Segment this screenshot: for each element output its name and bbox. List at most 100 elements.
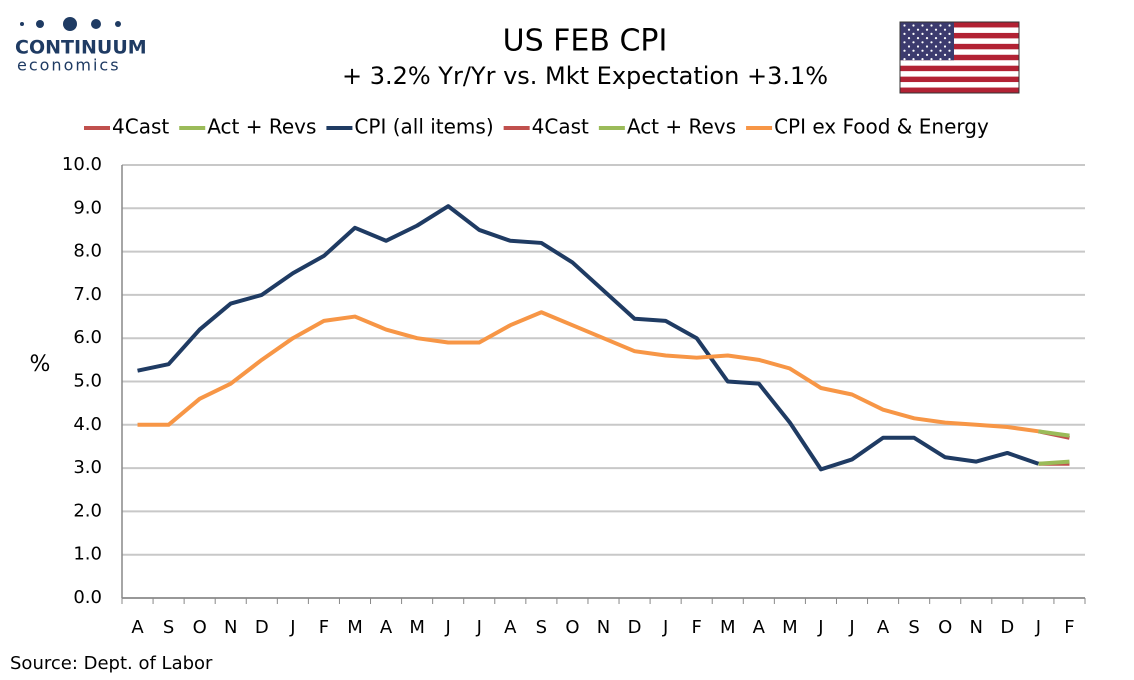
flag-star xyxy=(930,32,933,36)
flag-star xyxy=(943,53,947,57)
flag-stripe xyxy=(900,71,1019,77)
x-tick-label: M xyxy=(347,617,363,638)
x-tick-label: A xyxy=(131,617,144,638)
y-tick-label: 5.0 xyxy=(73,371,102,392)
flag-stripe xyxy=(900,87,1019,94)
logo-dot xyxy=(115,21,121,27)
y-tick-label: 10.0 xyxy=(62,154,102,175)
flag-star xyxy=(903,24,906,27)
flag-star xyxy=(943,37,947,40)
flag-star xyxy=(948,24,951,27)
series-line xyxy=(1038,459,1070,466)
logo-dot xyxy=(36,20,44,28)
series-line xyxy=(137,204,1040,472)
flag-stripe xyxy=(900,49,1019,56)
flag-star xyxy=(907,53,911,57)
x-tick-label: J xyxy=(1035,617,1041,638)
x-tick-label: O xyxy=(565,617,579,638)
logo-dot xyxy=(20,22,24,26)
x-tick-label: A xyxy=(753,617,766,638)
flag-star xyxy=(912,41,915,44)
y-tick-label: 0.0 xyxy=(73,587,102,608)
flag-star xyxy=(903,41,906,44)
flag-star xyxy=(916,37,920,40)
flag-stripe xyxy=(900,54,1019,61)
x-tick-label: S xyxy=(908,617,919,638)
y-tick-label: 6.0 xyxy=(73,327,102,348)
flag-star xyxy=(934,53,938,57)
x-tick-label: F xyxy=(1064,617,1074,638)
flag-star xyxy=(939,32,942,36)
x-tick-label: O xyxy=(938,617,952,638)
x-tick-label: O xyxy=(193,617,207,638)
flag-stripe xyxy=(900,27,1019,34)
flag-star xyxy=(921,41,924,44)
y-axis-label: % xyxy=(30,352,51,377)
flag-star xyxy=(916,45,920,48)
flag-star xyxy=(912,32,915,36)
legend-label: CPI ex Food & Energy xyxy=(774,115,989,139)
y-tick-label: 7.0 xyxy=(73,284,102,305)
logo-name: CONTINUUM xyxy=(15,37,147,59)
legend-label: 4Cast xyxy=(112,115,169,139)
flag-star xyxy=(939,49,942,52)
x-tick-label: M xyxy=(782,617,798,638)
chart-subtitle: + 3.2% Yr/Yr vs. Mkt Expectation +3.1% xyxy=(342,62,828,90)
flag-star xyxy=(948,41,951,44)
flag-star xyxy=(939,24,942,27)
flag-star xyxy=(903,58,906,61)
flag-star xyxy=(912,49,915,52)
x-tick-label: A xyxy=(380,617,393,638)
x-tick-label: A xyxy=(877,617,890,638)
flag-star xyxy=(921,32,924,36)
x-tick-label: J xyxy=(476,617,482,638)
x-tick-label: J xyxy=(445,617,451,638)
y-tick-label: 8.0 xyxy=(73,241,102,262)
flag-star xyxy=(943,45,947,48)
chart-title: US FEB CPI xyxy=(503,24,668,59)
flag-star xyxy=(939,41,942,44)
logo: CONTINUUM economics xyxy=(15,17,147,75)
x-tick-label: N xyxy=(597,617,610,638)
y-tick-label: 9.0 xyxy=(73,197,102,218)
legend-label: Act + Revs xyxy=(207,115,316,139)
flag-star xyxy=(907,28,911,31)
x-tick-label: N xyxy=(970,617,983,638)
flag-star xyxy=(912,24,915,27)
flag-star xyxy=(925,53,929,57)
flag-stripe xyxy=(900,76,1019,83)
x-tick-label: S xyxy=(163,617,174,638)
x-tick-label: M xyxy=(720,617,736,638)
legend-label: 4Cast xyxy=(532,115,589,139)
flag-star xyxy=(934,37,938,40)
logo-tagline: economics xyxy=(17,56,121,75)
flag-star xyxy=(921,58,924,61)
flag-star xyxy=(907,45,911,48)
flag-star xyxy=(930,24,933,27)
x-tick-label: F xyxy=(692,617,702,638)
flag-border xyxy=(899,21,1020,94)
x-tick-label: D xyxy=(255,617,269,638)
y-tick-label: 2.0 xyxy=(73,500,102,521)
flag-star xyxy=(925,37,929,40)
y-tick-label: 3.0 xyxy=(73,457,102,478)
flag-star xyxy=(903,32,906,36)
x-tick-label: F xyxy=(319,617,329,638)
legend-label: Act + Revs xyxy=(627,115,736,139)
y-tick-label: 1.0 xyxy=(73,544,102,565)
flag-star xyxy=(948,58,951,61)
flag-stripe xyxy=(900,82,1019,88)
flag-star xyxy=(930,58,933,61)
flag-star xyxy=(930,41,933,44)
legend-label: CPI (all items) xyxy=(354,115,493,139)
flag-star xyxy=(903,49,906,52)
flag-stripe xyxy=(900,22,1019,28)
flag-star xyxy=(925,28,929,31)
y-tick-label: 4.0 xyxy=(73,414,102,435)
flag-star xyxy=(912,58,915,61)
flag xyxy=(899,21,1020,94)
flag-star xyxy=(921,24,924,27)
x-tick-label: A xyxy=(504,617,517,638)
logo-dot xyxy=(91,19,101,29)
